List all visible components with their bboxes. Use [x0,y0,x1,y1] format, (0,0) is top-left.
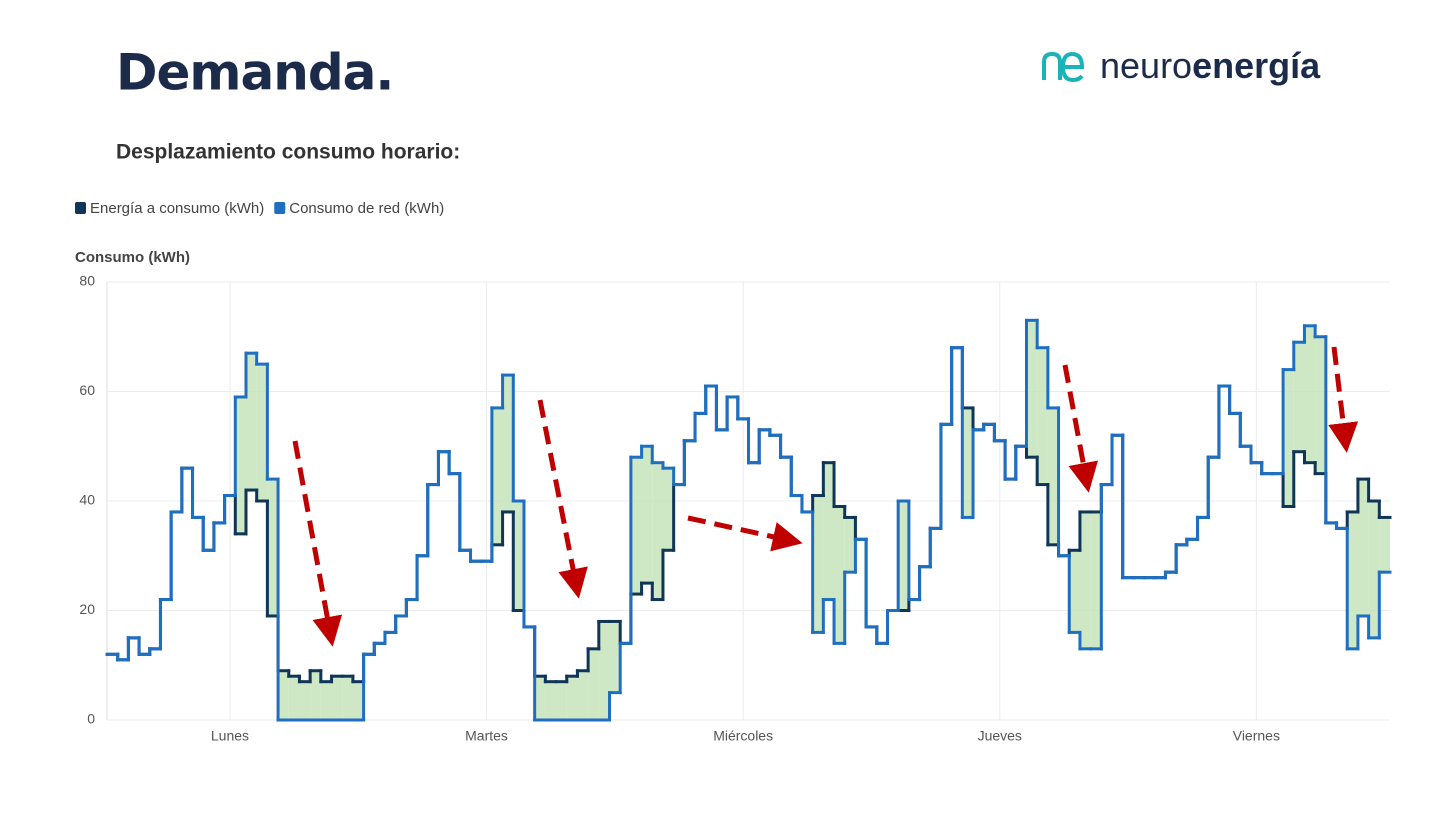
shift-area [609,621,621,693]
shift-area [502,375,514,512]
y-tick-label: 40 [79,492,95,508]
shift-area [288,676,300,720]
plot: 0 20 40 60 80 Lunes Martes Miércoles Jueves Viern… [79,273,1392,744]
shift-arrow [1328,346,1359,453]
shift-area [1047,407,1059,545]
logo-bold: energía [1192,45,1321,86]
shift-area [310,670,321,720]
shift-area [898,501,909,611]
subtitle: Desplazamiento consumo horario: [116,141,460,164]
logo: neuroenergía [1042,45,1321,86]
y-axis-title: Consumo (kWh) [75,249,190,266]
shift-area [320,681,332,720]
shift-area [1079,511,1091,649]
shift-area [962,407,974,518]
shift-area [352,681,364,720]
logo-icon [1042,51,1062,80]
legend-swatch [274,202,286,214]
shift-area [630,457,642,595]
shift-area [844,517,856,573]
y-tick-label: 60 [79,382,95,398]
shift-area [1037,347,1048,485]
shift-arrow [292,440,343,647]
shift-area [342,676,353,720]
shift-area [652,462,663,600]
shift-area [1069,550,1080,633]
y-tick-label: 0 [87,711,95,727]
shift-area [598,621,610,720]
shift-area [1379,517,1390,573]
shift-area [1357,479,1369,616]
slide-title: Demanda. [116,44,393,102]
shift-area [545,681,557,720]
shift-area [1315,336,1326,474]
shift-arrow [1062,364,1099,493]
shift-area [534,676,546,720]
shift-area [566,676,578,720]
shift-area [641,446,653,584]
legend-label: Energía a consumo (kWh) [90,200,264,217]
y-tick-label: 20 [79,601,95,617]
shift-arrow [687,515,803,552]
shift-area [662,468,674,551]
shift-area [331,676,343,720]
annotations [292,346,1359,647]
shift-area [1283,369,1294,507]
logo-icon [1060,51,1085,83]
x-tick-label: Viernes [1233,728,1280,744]
shift-area [491,407,503,545]
shift-area [278,670,289,720]
logo-text: neuroenergía [1100,45,1321,86]
shift-area [556,681,567,720]
shift-area [1304,325,1316,463]
x-tick-label: Miércoles [713,728,773,744]
x-tick-label: Martes [465,728,508,744]
shift-area [812,495,824,633]
series-line [105,346,1392,684]
legend-swatch [75,202,86,214]
shift-area [834,506,845,644]
x-tick-label: Lunes [211,728,249,744]
shift-area [1368,501,1380,638]
shift-area [1347,511,1358,649]
shift-area [1293,342,1305,452]
shift-area [823,462,835,600]
logo-light: neuro [1100,45,1192,86]
shift-area [577,670,589,720]
y-tick-label: 80 [79,273,95,289]
shift-area [588,648,599,720]
shift-area [1090,511,1102,649]
shift-arrow [537,399,588,599]
shift-area [1026,320,1038,458]
legend-label: Consumo de red (kWh) [289,200,444,217]
x-tick-label: Jueves [978,728,1022,744]
shift-area [245,353,257,491]
series-line [105,318,1392,722]
shift-area [235,396,246,534]
shift-area [267,479,279,616]
shift-area [256,364,268,501]
shift-area [513,501,524,611]
shift-area [299,681,311,720]
